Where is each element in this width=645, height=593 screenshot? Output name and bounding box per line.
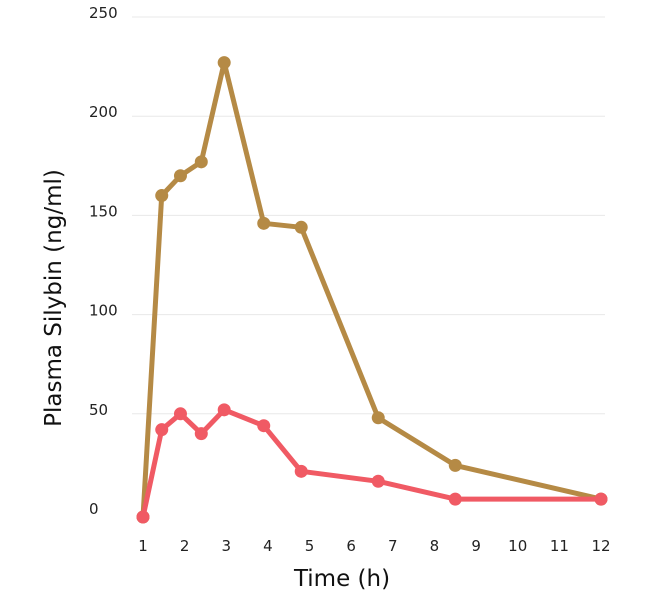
x-tick-label: 4 (263, 537, 273, 555)
x-tick-label: 8 (430, 537, 440, 555)
x-tick-label: 7 (388, 537, 398, 555)
data-point (371, 411, 385, 425)
data-point (257, 216, 271, 230)
series-line (140, 407, 604, 520)
data-point (448, 458, 462, 472)
x-tick-label: 12 (591, 537, 610, 555)
y-axis-ticks: 0 50 100 150 200 250 (89, 4, 118, 518)
data-series (136, 56, 608, 524)
data-point (173, 169, 187, 183)
data-point (155, 189, 169, 203)
y-tick-label: 150 (89, 202, 118, 220)
data-point (217, 403, 231, 417)
data-point (371, 474, 385, 488)
y-tick-label: 200 (89, 103, 118, 121)
data-point (294, 220, 308, 234)
x-axis-label: Time (h) (293, 566, 390, 592)
data-point (294, 464, 308, 478)
data-point (136, 510, 150, 524)
x-tick-label: 2 (180, 537, 190, 555)
data-point (155, 423, 169, 437)
y-tick-label: 0 (89, 500, 99, 518)
x-tick-label: 3 (221, 537, 231, 555)
data-point (257, 419, 271, 433)
x-tick-label: 6 (346, 537, 356, 555)
x-tick-label: 5 (305, 537, 315, 555)
y-tick-label: 250 (89, 4, 118, 22)
x-tick-label: 11 (550, 537, 569, 555)
data-point (448, 492, 462, 506)
data-point (594, 492, 608, 506)
x-axis-ticks: 1 2 3 4 5 6 7 8 9 10 11 12 (138, 537, 610, 555)
data-point (194, 155, 208, 169)
series-1 (136, 56, 608, 524)
data-point (194, 427, 208, 441)
x-tick-label: 10 (508, 537, 527, 555)
x-tick-label: 1 (138, 537, 148, 555)
series-line (140, 60, 604, 520)
data-point (173, 407, 187, 421)
y-axis-label: Plasma Silybin (ng/ml) (41, 169, 67, 427)
y-tick-label: 100 (89, 302, 118, 320)
y-tick-label: 50 (89, 401, 108, 419)
gridlines (132, 16, 605, 415)
data-point (217, 56, 231, 70)
x-tick-label: 9 (471, 537, 481, 555)
series-2 (136, 403, 608, 524)
